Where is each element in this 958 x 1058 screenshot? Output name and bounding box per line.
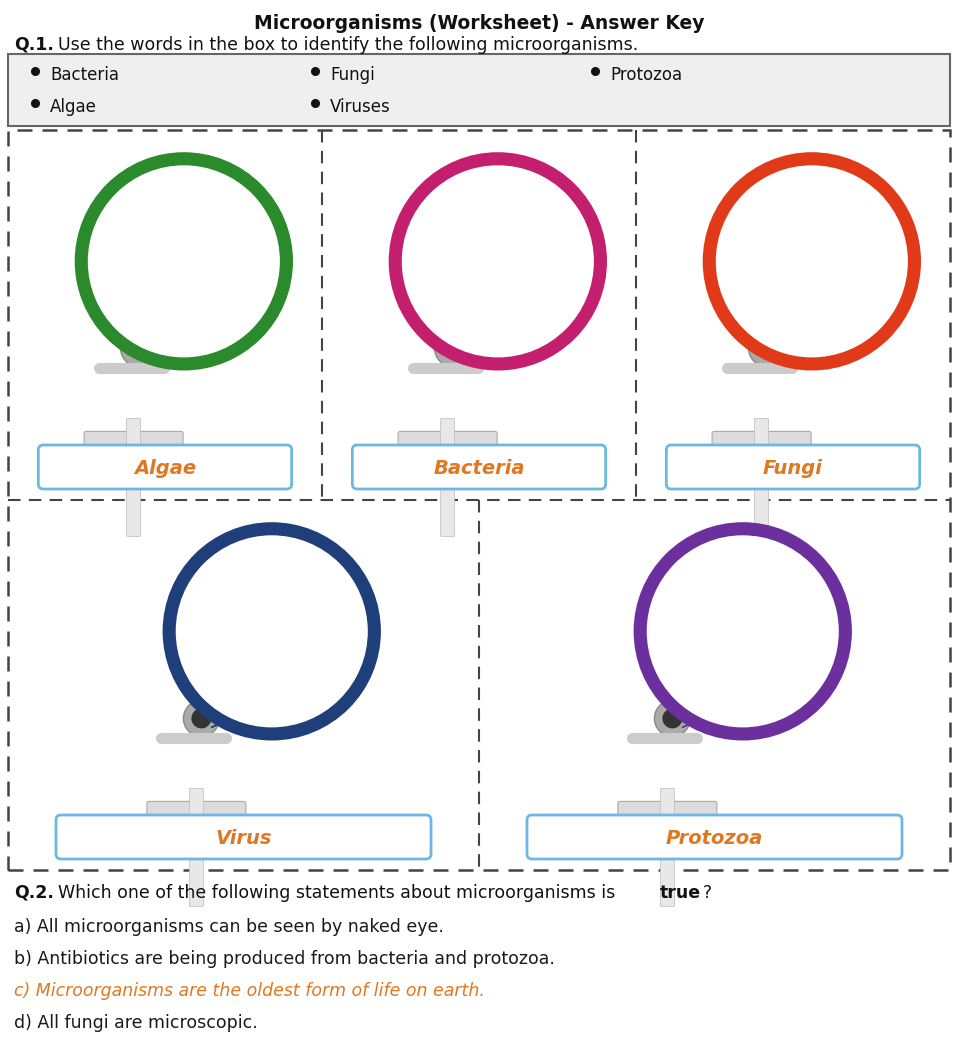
FancyBboxPatch shape <box>399 432 497 450</box>
Text: b) Antibiotics are being produced from bacteria and protozoa.: b) Antibiotics are being produced from b… <box>14 950 555 968</box>
Circle shape <box>389 152 607 370</box>
Circle shape <box>757 339 777 359</box>
Circle shape <box>647 535 839 728</box>
Circle shape <box>401 165 594 358</box>
Circle shape <box>175 535 368 728</box>
Text: Virus: Virus <box>216 828 272 847</box>
Circle shape <box>748 330 785 366</box>
Text: Fungi: Fungi <box>330 66 375 84</box>
Text: Q.1.: Q.1. <box>14 36 54 54</box>
Text: true: true <box>660 884 701 902</box>
Polygon shape <box>148 327 190 358</box>
Polygon shape <box>212 697 277 728</box>
Text: Algae: Algae <box>134 458 196 477</box>
Text: Viruses: Viruses <box>330 98 391 116</box>
FancyBboxPatch shape <box>126 418 141 536</box>
Text: Bacteria: Bacteria <box>50 66 119 84</box>
FancyBboxPatch shape <box>353 445 605 489</box>
Text: Bacteria: Bacteria <box>433 458 525 477</box>
Circle shape <box>121 330 156 366</box>
Text: Use the words in the box to identify the following microorganisms.: Use the words in the box to identify the… <box>58 36 638 54</box>
Text: c) Microorganisms are the oldest form of life on earth.: c) Microorganisms are the oldest form of… <box>14 982 485 1000</box>
Text: Algae: Algae <box>50 98 97 116</box>
FancyBboxPatch shape <box>618 801 717 819</box>
Text: a) All microorganisms can be seen by naked eye.: a) All microorganisms can be seen by nak… <box>14 918 444 936</box>
Text: Q.2.: Q.2. <box>14 884 54 902</box>
Circle shape <box>128 339 148 359</box>
Text: Protozoa: Protozoa <box>610 66 682 84</box>
Circle shape <box>716 165 908 358</box>
FancyBboxPatch shape <box>660 788 674 907</box>
Circle shape <box>88 165 280 358</box>
Circle shape <box>654 700 691 736</box>
FancyBboxPatch shape <box>84 432 183 450</box>
FancyBboxPatch shape <box>755 418 768 536</box>
Polygon shape <box>463 327 503 358</box>
FancyBboxPatch shape <box>190 788 203 907</box>
FancyBboxPatch shape <box>8 54 950 126</box>
Text: Protozoa: Protozoa <box>666 828 764 847</box>
Circle shape <box>75 152 293 370</box>
Circle shape <box>702 152 921 370</box>
Circle shape <box>633 523 852 741</box>
Text: Microorganisms (Worksheet) - Answer Key: Microorganisms (Worksheet) - Answer Key <box>254 14 704 33</box>
Text: d) All fungi are microscopic.: d) All fungi are microscopic. <box>14 1014 258 1032</box>
Text: ?: ? <box>703 884 712 902</box>
FancyBboxPatch shape <box>147 801 246 819</box>
FancyBboxPatch shape <box>56 815 431 859</box>
Circle shape <box>192 709 212 728</box>
Text: Fungi: Fungi <box>764 458 823 477</box>
Circle shape <box>435 330 470 366</box>
Circle shape <box>183 700 219 736</box>
FancyBboxPatch shape <box>441 418 455 536</box>
Circle shape <box>163 523 381 741</box>
FancyBboxPatch shape <box>8 130 950 870</box>
FancyBboxPatch shape <box>712 432 811 450</box>
Circle shape <box>662 709 682 728</box>
Polygon shape <box>777 327 817 358</box>
Text: Which one of the following statements about microorganisms is: Which one of the following statements ab… <box>58 884 621 902</box>
FancyBboxPatch shape <box>527 815 902 859</box>
Polygon shape <box>682 697 748 728</box>
Circle shape <box>443 339 463 359</box>
FancyBboxPatch shape <box>667 445 920 489</box>
FancyBboxPatch shape <box>38 445 291 489</box>
